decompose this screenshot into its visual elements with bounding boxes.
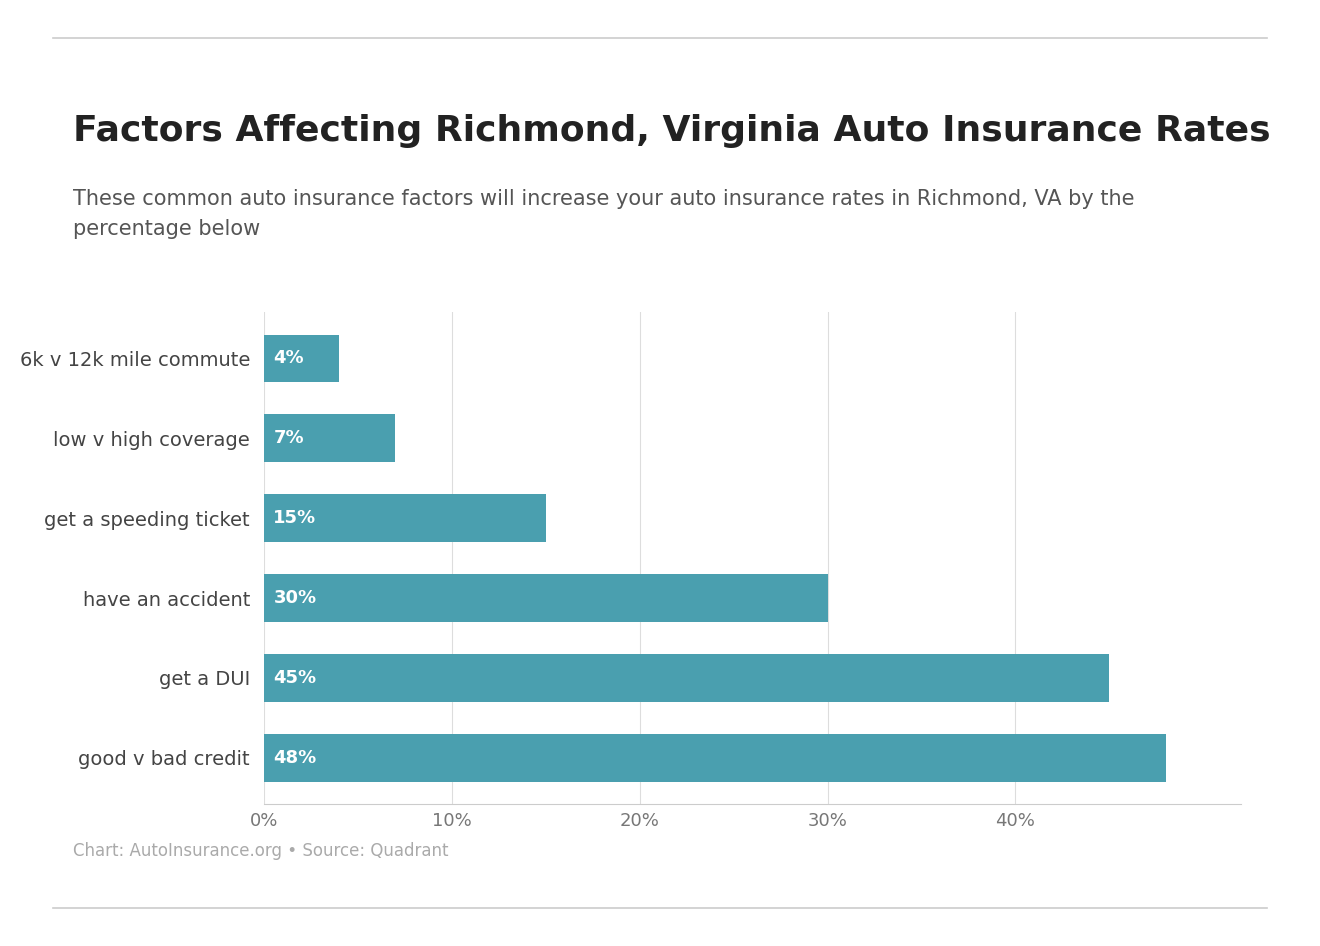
Bar [264, 335, 339, 382]
Bar [264, 414, 396, 463]
Text: 4%: 4% [273, 349, 304, 367]
Text: 48%: 48% [273, 749, 317, 767]
Bar [264, 574, 828, 622]
Bar [264, 654, 1109, 702]
Bar [264, 734, 1166, 781]
Text: 45%: 45% [273, 669, 317, 687]
Text: These common auto insurance factors will increase your auto insurance rates in R: These common auto insurance factors will… [73, 189, 1134, 238]
Text: Factors Affecting Richmond, Virginia Auto Insurance Rates: Factors Affecting Richmond, Virginia Aut… [73, 114, 1270, 148]
Text: 15%: 15% [273, 509, 317, 527]
Bar [264, 494, 545, 542]
Text: Chart: AutoInsurance.org • Source: Quadrant: Chart: AutoInsurance.org • Source: Quadr… [73, 842, 447, 860]
Text: 7%: 7% [273, 429, 304, 447]
Text: 30%: 30% [273, 589, 317, 607]
